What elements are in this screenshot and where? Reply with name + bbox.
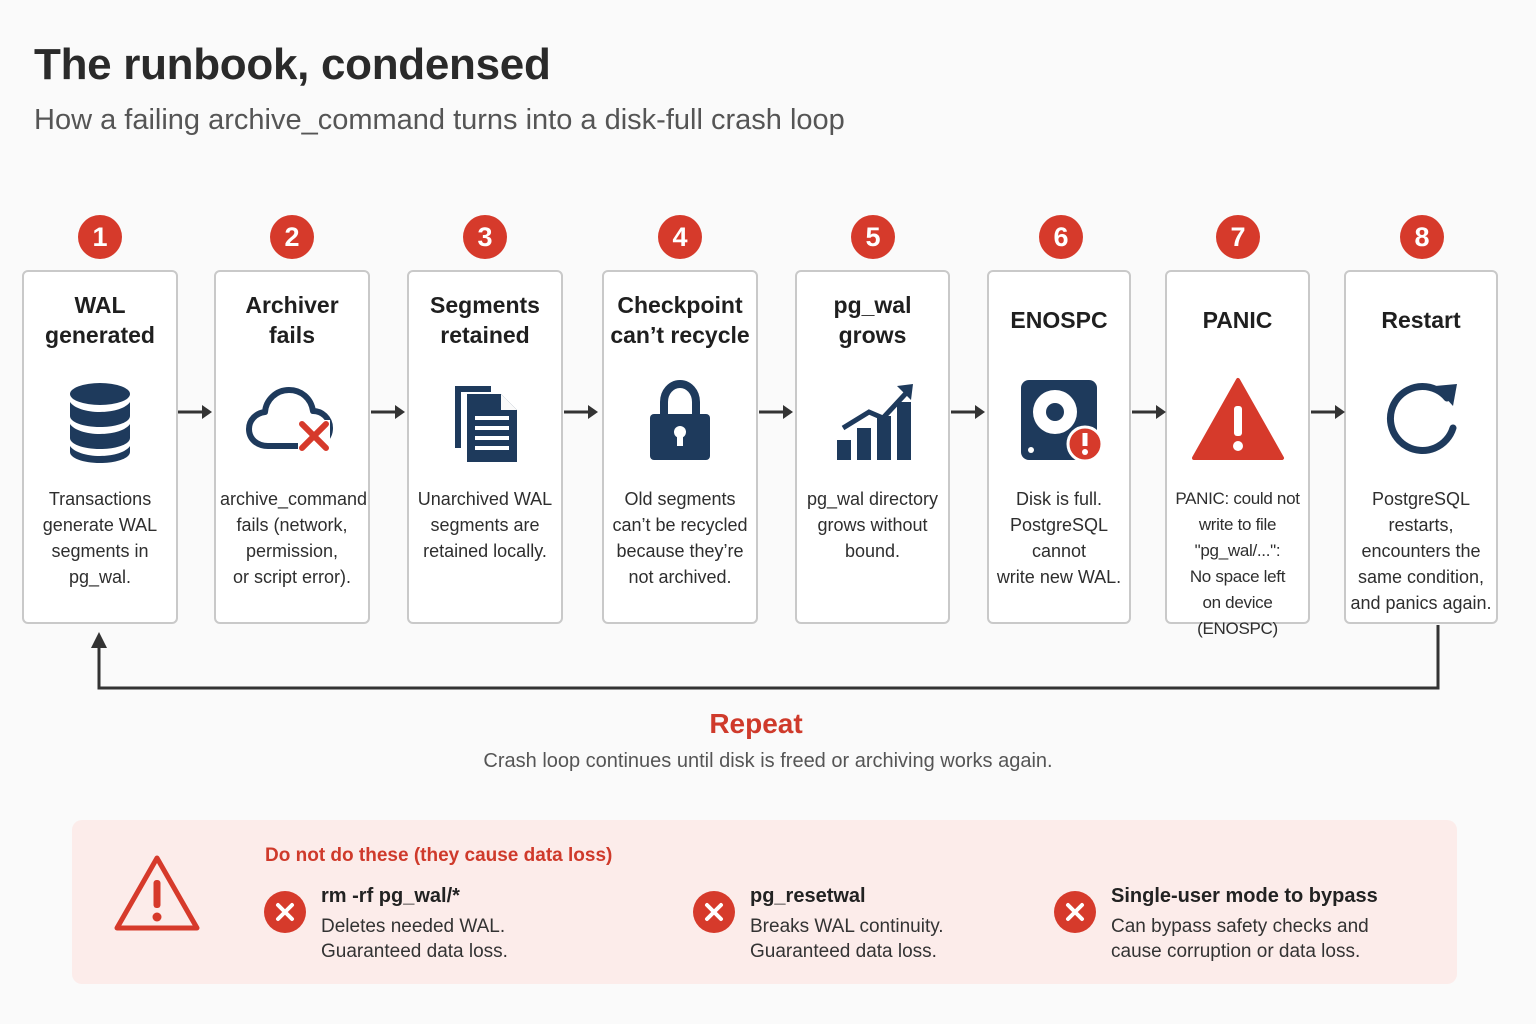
database-icon — [52, 376, 148, 466]
step-archiver-fails: Archiver fails archive_command fails (ne… — [214, 270, 370, 624]
dont-item-title: rm -rf pg_wal/* — [321, 885, 460, 907]
step-1-badge: 1 — [78, 215, 122, 259]
step-title: PANIC — [1202, 307, 1273, 333]
step-title: pg_wal grows — [833, 292, 912, 348]
step-description: Transactions generate WAL segments in pg… — [42, 489, 158, 587]
step-restart: Restart PostgreSQL restarts, encounters … — [1344, 270, 1498, 624]
step-segments-retained: Segments retained Unarchived WAL segment… — [407, 270, 563, 624]
lock-icon — [632, 376, 728, 466]
warning-heading: Do not do these (they cause data loss) — [265, 845, 613, 866]
flow-arrow — [951, 405, 985, 419]
step-title: Checkpoint can’t recycle — [610, 292, 750, 348]
step-6-badge: 6 — [1039, 215, 1083, 259]
growth-chart-icon — [825, 376, 921, 466]
step-description: Disk is full. PostgreSQL cannot write ne… — [996, 489, 1122, 587]
step-description: Old segments can’t be recycled because t… — [612, 489, 748, 587]
step-title: ENOSPC — [1010, 307, 1108, 333]
error-x-icon — [264, 891, 306, 933]
step-description: PostgreSQL restarts, encounters the same… — [1350, 489, 1492, 613]
error-x-icon — [693, 891, 735, 933]
dont-item-title: Single-user mode to bypass — [1111, 885, 1378, 907]
flow-arrow — [178, 405, 212, 419]
step-title: WAL generated — [45, 292, 155, 348]
step-8-badge: 8 — [1400, 215, 1444, 259]
step-description: PANIC: could not write to file "pg_wal/.… — [1175, 489, 1300, 638]
restart-icon — [1373, 376, 1469, 466]
step-4-badge: 4 — [658, 215, 702, 259]
documents-icon — [437, 376, 533, 466]
step-wal-generated: WAL generated Transactions generate WAL … — [22, 270, 178, 624]
step-title: Restart — [1381, 307, 1461, 333]
step-3-badge: 3 — [463, 215, 507, 259]
step-7-badge: 7 — [1216, 215, 1260, 259]
repeat-description: Crash loop continues until disk is freed… — [483, 750, 1053, 772]
step-description: pg_wal directory grows without bound. — [806, 489, 939, 561]
cloud-error-icon — [244, 376, 340, 466]
flow-arrow — [371, 405, 405, 419]
dont-item-description: Deletes needed WAL. Guaranteed data loss… — [321, 916, 508, 962]
step-description: archive_command fails (network, permissi… — [220, 489, 368, 587]
flow-arrow — [564, 405, 598, 419]
dont-item-description: Breaks WAL continuity. Guaranteed data l… — [750, 916, 944, 962]
warning-outline-icon — [114, 855, 200, 931]
disk-full-icon — [1011, 376, 1107, 466]
error-x-icon — [1054, 891, 1096, 933]
dont-item-title: pg_resetwal — [750, 885, 866, 907]
step-title: Archiver fails — [245, 292, 339, 348]
page-title: The runbook, condensed — [34, 40, 551, 89]
flow-arrow — [759, 405, 793, 419]
page-subtitle: How a failing archive_command turns into… — [34, 104, 845, 136]
dont-item-description: Can bypass safety checks and cause corru… — [1111, 916, 1369, 962]
step-description: Unarchived WAL segments are retained loc… — [417, 489, 553, 561]
step-2-badge: 2 — [270, 215, 314, 259]
flow-arrow — [1132, 405, 1166, 419]
flow-arrow — [1311, 405, 1345, 419]
repeat-title: Repeat — [709, 708, 803, 739]
step-panic: PANIC PANIC: could not write to file "pg… — [1165, 270, 1310, 638]
warning-triangle-icon — [1190, 376, 1286, 466]
step-pg-wal-grows: pg_wal grows pg_wal directory grows with… — [795, 270, 950, 624]
step-5-badge: 5 — [851, 215, 895, 259]
step-title: Segments retained — [430, 292, 540, 348]
step-enospc: ENOSPC Disk is full. PostgreSQL cannot w… — [987, 270, 1131, 624]
step-checkpoint: Checkpoint can’t recycle Old segments ca… — [602, 270, 758, 624]
